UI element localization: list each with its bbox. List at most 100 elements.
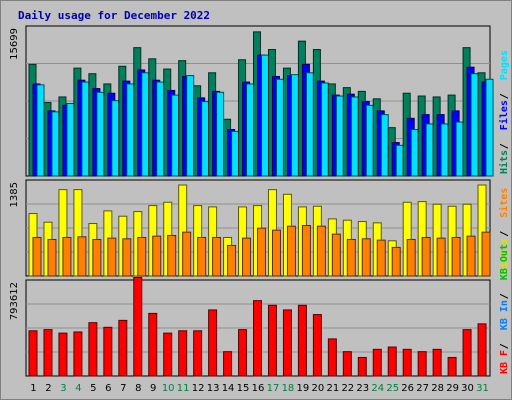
bar-pages-day-15 [246, 83, 255, 177]
side-label-separator: / [499, 93, 510, 99]
bar-sites-day-28 [436, 237, 446, 277]
bar-pages-day-25 [395, 144, 404, 177]
bar-kb-f-day-18 [282, 309, 292, 377]
bar-kb-f-day-27 [417, 351, 427, 377]
side-label-separator: / [499, 343, 510, 349]
bar-sites-day-4 [77, 236, 87, 277]
bar-sites-day-11 [182, 231, 192, 277]
bar-sites-day-17 [271, 229, 281, 277]
bar-kb-f-day-8 [133, 276, 143, 377]
bar-pages-day-23 [365, 104, 374, 177]
side-label-separator: / [499, 231, 510, 237]
panel-1-ymax-label: 15699 [9, 28, 20, 60]
x-tick-label-day-6: 6 [105, 383, 111, 394]
bar-kb-f-day-26 [402, 348, 412, 377]
chart-title: Daily usage for December 2022 [18, 9, 210, 22]
bar-kb-f-day-17 [267, 304, 277, 377]
side-label-sites: Sites [498, 188, 510, 218]
x-tick-label-day-4: 4 [75, 383, 81, 394]
bar-kb-f-day-6 [103, 326, 113, 377]
side-label-hits: Hits [498, 150, 510, 174]
bar-sites-day-10 [167, 234, 177, 277]
x-tick-label-day-18: 18 [282, 383, 295, 394]
x-tick-label-day-23: 23 [356, 383, 369, 394]
bar-sites-day-19 [301, 225, 311, 277]
bar-pages-day-17 [275, 78, 284, 177]
x-tick-label-day-19: 19 [297, 383, 310, 394]
bar-kb-f-day-13 [208, 309, 218, 377]
bar-pages-day-18 [290, 74, 299, 177]
bar-sites-day-24 [376, 239, 386, 277]
x-tick-label-day-14: 14 [222, 383, 235, 394]
bar-sites-day-20 [316, 225, 326, 277]
bar-kb-f-day-25 [387, 346, 397, 377]
bar-kb-f-day-2 [43, 329, 53, 377]
side-label-separator: / [499, 143, 510, 149]
bar-kb-f-day-11 [178, 330, 188, 377]
bar-pages-day-3 [66, 102, 75, 177]
bar-kb-f-day-5 [88, 322, 98, 377]
x-tick-label-day-29: 29 [446, 383, 459, 394]
bar-sites-day-31 [481, 231, 491, 277]
bar-sites-day-13 [212, 236, 222, 277]
bar-kb-f-day-14 [223, 351, 233, 377]
bar-sites-day-1 [32, 236, 42, 277]
side-label-visits: Visits [498, 238, 510, 274]
bar-sites-day-15 [242, 237, 252, 277]
bar-kb-f-day-20 [312, 314, 322, 377]
x-tick-label-day-22: 22 [341, 383, 354, 394]
bar-pages-day-4 [81, 81, 90, 177]
x-tick-label-day-27: 27 [416, 383, 429, 394]
x-tick-label-day-13: 13 [207, 383, 220, 394]
bar-kb-f-day-22 [342, 351, 352, 377]
x-tick-label-day-25: 25 [386, 383, 399, 394]
bar-pages-day-16 [261, 54, 270, 177]
bar-kb-f-day-29 [447, 356, 457, 377]
bar-pages-day-11 [186, 75, 195, 177]
bar-sites-day-2 [47, 238, 57, 277]
bar-sites-day-26 [406, 238, 416, 277]
bar-pages-day-2 [51, 111, 60, 177]
bar-sites-day-30 [466, 235, 476, 277]
bar-pages-day-10 [171, 94, 180, 177]
bar-pages-day-21 [335, 95, 344, 177]
bar-kb-f-day-3 [58, 332, 68, 377]
bar-sites-day-14 [227, 244, 237, 277]
x-tick-label-day-26: 26 [401, 383, 414, 394]
bar-kb-f-day-1 [28, 330, 38, 377]
side-label-pages: Pages [499, 50, 510, 80]
x-tick-label-day-31: 31 [476, 383, 489, 394]
bar-sites-day-25 [391, 246, 401, 277]
bar-pages-day-31 [485, 78, 494, 177]
x-tick-label-day-28: 28 [431, 383, 444, 394]
bar-sites-day-22 [346, 238, 356, 277]
bar-kb-f-day-24 [372, 348, 382, 377]
x-tick-label-day-3: 3 [60, 383, 66, 394]
x-tick-label-day-11: 11 [177, 383, 190, 394]
bar-sites-day-12 [197, 236, 207, 277]
bar-pages-day-20 [320, 82, 329, 177]
bar-pages-day-1 [36, 84, 45, 177]
bar-pages-day-9 [156, 81, 165, 177]
bar-sites-day-3 [62, 236, 72, 277]
bar-kb-f-day-4 [73, 331, 83, 377]
bar-kb-f-day-30 [462, 329, 472, 377]
bar-kb-f-day-23 [357, 356, 367, 377]
bar-sites-day-7 [122, 238, 132, 277]
bar-pages-day-22 [350, 96, 359, 177]
x-tick-label-day-5: 5 [90, 383, 96, 394]
bar-kb-f-day-15 [238, 329, 248, 377]
bar-sites-day-6 [107, 237, 117, 277]
bar-sites-day-29 [451, 236, 461, 277]
x-tick-label-day-17: 17 [267, 383, 280, 394]
bar-pages-day-12 [201, 101, 210, 177]
bar-kb-f-day-12 [193, 330, 203, 377]
x-tick-label-day-30: 30 [461, 383, 474, 394]
bar-kb-f-day-9 [148, 312, 158, 377]
bar-sites-day-27 [421, 236, 431, 277]
bar-pages-day-29 [455, 121, 464, 177]
bar-pages-day-19 [305, 72, 314, 177]
bar-sites-day-18 [286, 225, 296, 277]
x-tick-label-day-15: 15 [237, 383, 250, 394]
